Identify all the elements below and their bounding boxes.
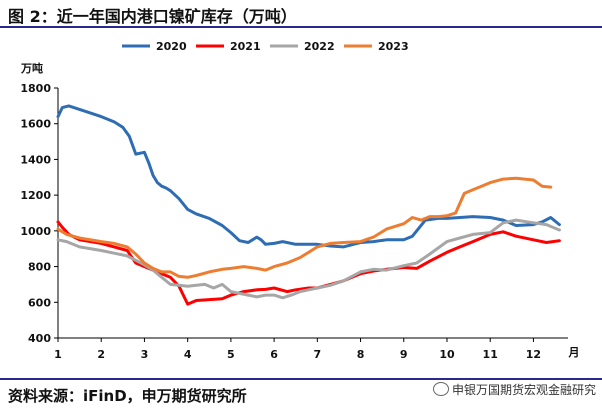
x-axis: 1 2 3 4 5 6 7 8 9 10 11 12 月 — [54, 337, 580, 361]
y-axis-unit: 万吨 — [20, 61, 43, 75]
legend: 2020 2021 2022 2023 — [122, 40, 409, 53]
y-tick-label: 600 — [28, 296, 51, 309]
y-tick-label: 1200 — [20, 189, 51, 202]
series-line-2021 — [56, 220, 561, 306]
x-tick-label: 9 — [400, 348, 408, 361]
title-rule — [0, 26, 602, 28]
x-tick-label: 2 — [97, 348, 105, 361]
figure-title: 图 2：近一年国内港口镍矿库存（万吨） — [8, 7, 297, 26]
x-tick-label: 4 — [184, 348, 192, 361]
y-tick-label: 1800 — [20, 82, 51, 95]
series-line-2020 — [56, 104, 561, 249]
source-rule — [0, 378, 602, 380]
watermark: 申银万国期货宏观金融研究 — [432, 381, 596, 398]
x-tick-label: 3 — [141, 348, 149, 361]
x-tick-label: 6 — [270, 348, 278, 361]
y-tick-label: 1400 — [20, 153, 51, 166]
source-note: 资料来源：iFinD，申万期货研究所 — [8, 387, 247, 405]
x-tick-label: 7 — [313, 348, 321, 361]
series-line-2022 — [56, 218, 561, 300]
plot-area — [56, 104, 561, 306]
x-tick-label: 11 — [483, 348, 498, 361]
y-axis: 400 600 800 1000 1200 1400 1600 1800 万吨 — [20, 61, 59, 345]
y-tick-label: 800 — [28, 261, 51, 274]
x-tick-label: 12 — [526, 348, 541, 361]
series-line-2023 — [56, 176, 553, 279]
legend-label-2022: 2022 — [304, 40, 335, 53]
x-axis-unit: 月 — [568, 346, 580, 359]
line-chart: 2020 2021 2022 2023 40060080010001200140016… — [20, 40, 580, 361]
legend-label-2021: 2021 — [230, 40, 261, 53]
legend-label-2023: 2023 — [378, 40, 409, 53]
wechat-icon — [432, 382, 449, 396]
x-tick-label: 8 — [357, 348, 365, 361]
y-tick-label: 1600 — [20, 118, 51, 131]
x-tick-label: 10 — [439, 348, 455, 361]
watermark-text: 申银万国期货宏观金融研究 — [451, 383, 596, 397]
x-tick-label: 1 — [54, 348, 62, 361]
y-tick-label: 1000 — [20, 225, 51, 238]
x-tick-label: 5 — [227, 348, 235, 361]
y-tick-label: 400 — [28, 332, 51, 345]
legend-label-2020: 2020 — [156, 40, 187, 53]
